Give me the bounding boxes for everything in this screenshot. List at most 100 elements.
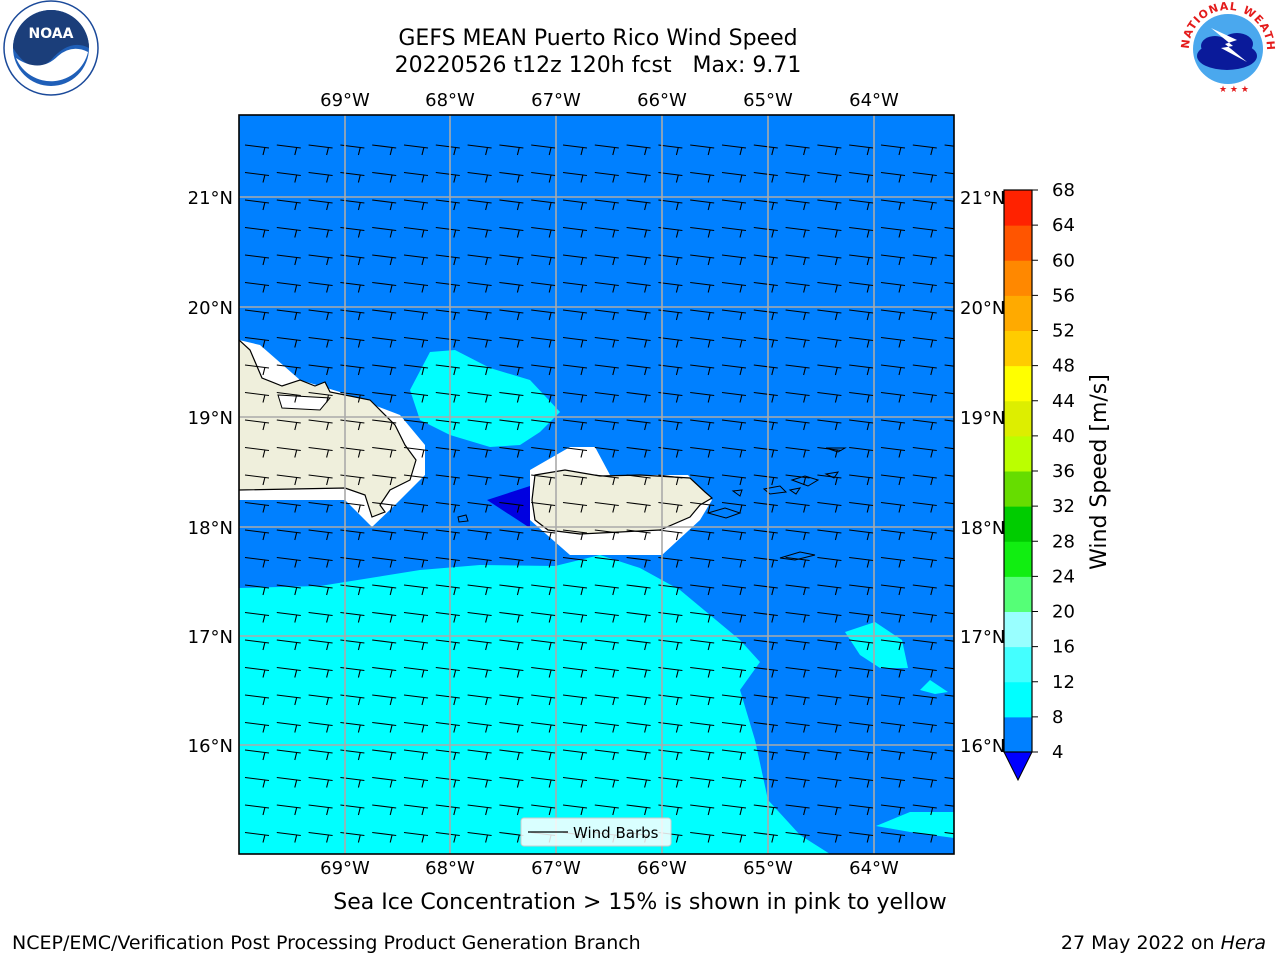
wind-barb [499, 831, 524, 843]
wind-barb [626, 391, 651, 403]
wind-barb [562, 556, 588, 568]
wind-barb [244, 529, 270, 541]
wind-barb [467, 804, 492, 816]
wind-barb [880, 336, 906, 348]
wind-barb [944, 584, 954, 587]
wind-barb [721, 474, 747, 486]
colorbar-tick-label: 32 [1052, 496, 1075, 517]
wind-barb [912, 529, 937, 541]
wind-barb [912, 501, 937, 513]
wind-barb [753, 749, 778, 761]
wind-barb [499, 474, 524, 486]
wind-barb [531, 501, 556, 513]
hispaniola-bay [277, 394, 332, 411]
wind-barb [467, 721, 492, 733]
wind-barb [785, 776, 810, 788]
lon-label-bottom: 66°W [637, 858, 687, 879]
colorbar-segment [1004, 225, 1032, 261]
wind-barb [499, 446, 524, 458]
wind-barb [753, 804, 778, 816]
wind-barb [721, 639, 747, 651]
wind-barb [944, 309, 954, 312]
wind-barb [753, 391, 778, 403]
wind-barb [690, 776, 715, 788]
wind-barb [753, 501, 778, 513]
wind-barb [308, 584, 333, 596]
wind-barb [849, 199, 874, 211]
wind-barb [244, 336, 270, 348]
ocean-8-12-east-small [920, 680, 948, 694]
wind-barb [403, 501, 429, 513]
tortola-island [824, 471, 840, 479]
wind-barb [690, 666, 715, 678]
wind-barb [785, 419, 810, 431]
st-croix-island [779, 551, 816, 561]
wind-barb [308, 749, 333, 761]
wind-barb [721, 144, 747, 156]
wind-barb [626, 501, 651, 513]
wind-barb [785, 171, 810, 183]
wind-barb [499, 336, 524, 348]
colorbar-tick-label: 12 [1052, 672, 1075, 693]
wind-barb [276, 474, 301, 486]
svg-text:★ ★ ★: ★ ★ ★ [1219, 85, 1249, 95]
wind-barb [435, 171, 460, 183]
noaa-logo-text: NOAA [29, 26, 74, 42]
wind-barb [880, 694, 906, 706]
wind-barb [880, 281, 906, 293]
wind-barb [531, 529, 556, 541]
wind-barb [626, 584, 651, 596]
wind-barb [467, 474, 492, 486]
wind-barb [849, 721, 874, 733]
wind-barb [276, 226, 301, 238]
colorbar-segment [1004, 716, 1032, 753]
wind-barb [817, 474, 842, 486]
wind-barb [499, 364, 524, 376]
wind-barb [594, 584, 619, 596]
wind-barb [880, 501, 906, 513]
wind-barb [435, 639, 460, 651]
wind-barb [276, 776, 301, 788]
wind-barb [276, 391, 301, 403]
wind-barb [944, 721, 954, 725]
wind-barb [817, 446, 842, 458]
wind-barb [849, 446, 874, 458]
wind-barb [785, 309, 810, 321]
wind-barb [276, 584, 301, 596]
wind-barb [403, 309, 429, 321]
wind-barb [372, 199, 397, 211]
wind-barb [435, 391, 460, 403]
wind-barb [690, 474, 715, 486]
wind-barb [499, 611, 524, 623]
lat-label-left: 17°N [188, 627, 233, 648]
wind-barb [499, 721, 524, 733]
wind-barb [244, 254, 270, 266]
wind-barb [785, 584, 810, 596]
wind-barb [403, 749, 429, 761]
wind-barb [880, 419, 906, 431]
nws-logo: NATIONAL WEATHER SERVICE ★ ★ ★ [1175, 0, 1276, 97]
wind-barb [880, 831, 906, 843]
colorbar-tick-label: 56 [1052, 285, 1075, 306]
lat-label-right: 21°N [960, 188, 1005, 209]
wind-barb [785, 474, 810, 486]
wind-barb [276, 336, 301, 348]
wind-barb [435, 309, 460, 321]
lon-label-bottom: 68°W [425, 858, 475, 879]
wind-barb [499, 501, 524, 513]
wind-barb [721, 446, 747, 458]
wind-barb [944, 391, 954, 395]
wind-barb [944, 556, 954, 560]
wind-barb [435, 446, 460, 458]
wind-barb [817, 171, 842, 183]
wind-barb [244, 501, 270, 513]
wind-barb [626, 309, 651, 321]
wind-barb [467, 281, 492, 293]
wind-barb [817, 281, 842, 293]
wind-barb [880, 226, 906, 238]
wind-barb [690, 611, 715, 623]
wind-barb [562, 529, 588, 541]
wind-barb [912, 309, 937, 321]
wind-barb [912, 611, 937, 623]
wind-barb [499, 309, 524, 321]
